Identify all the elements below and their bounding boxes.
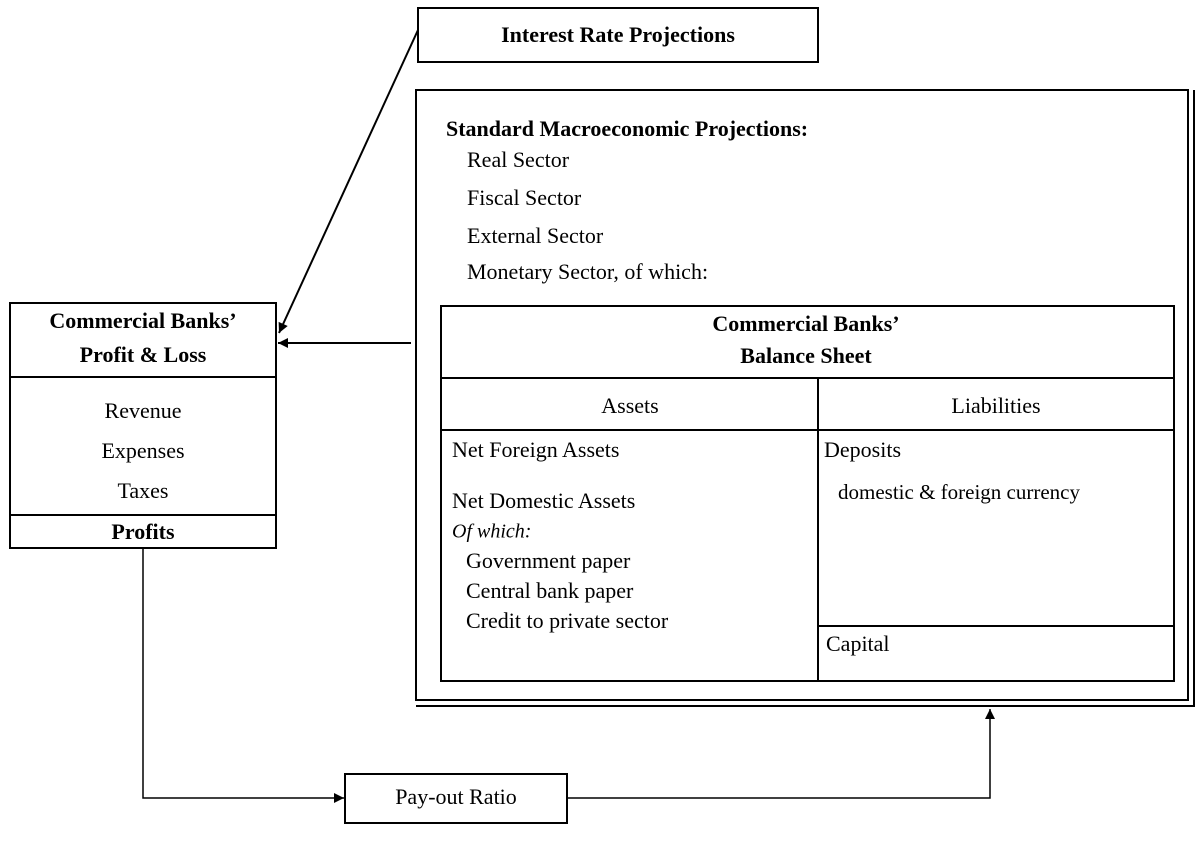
pl-item: Revenue: [105, 398, 182, 423]
liability-item: Capital: [826, 631, 890, 656]
pl-title: Commercial Banks’: [49, 308, 236, 333]
asset-item: Net Domestic Assets: [452, 488, 635, 513]
pl-box: [9, 302, 277, 549]
macro-item: External Sector: [467, 223, 604, 248]
balance-title: Commercial Banks’: [712, 311, 899, 336]
payout-label: Pay-out Ratio: [395, 784, 517, 809]
macro-title: Standard Macroeconomic Projections:: [446, 116, 808, 141]
asset-subitem: Credit to private sector: [466, 608, 669, 633]
asset-subitem: Government paper: [466, 548, 631, 573]
of-which: Of which:: [452, 521, 531, 543]
pl-item: Expenses: [101, 438, 184, 463]
arrow: [567, 709, 995, 799]
liability-note: domestic & foreign currency: [838, 480, 1080, 504]
assets-header: Assets: [601, 393, 658, 418]
pl-title: Profit & Loss: [80, 342, 207, 367]
macro-item: Monetary Sector, of which:: [467, 259, 708, 284]
arrow: [142, 548, 344, 803]
balance-title: Balance Sheet: [740, 343, 872, 368]
interest-box: [417, 7, 819, 63]
liability-item: Deposits: [824, 437, 901, 462]
macro-shadow: [416, 90, 1195, 707]
liabilities-header: Liabilities: [951, 393, 1040, 418]
macro-box: [415, 89, 1189, 701]
arrow: [278, 29, 419, 334]
asset-item: Net Foreign Assets: [452, 437, 619, 462]
macro-item: Real Sector: [467, 147, 570, 172]
asset-subitem: Central bank paper: [466, 578, 634, 603]
balance-box: [440, 305, 1175, 682]
pl-item: Taxes: [118, 478, 169, 503]
interest-label: Interest Rate Projections: [501, 22, 735, 47]
macro-item: Fiscal Sector: [467, 185, 582, 210]
pl-total: Profits: [111, 519, 175, 544]
